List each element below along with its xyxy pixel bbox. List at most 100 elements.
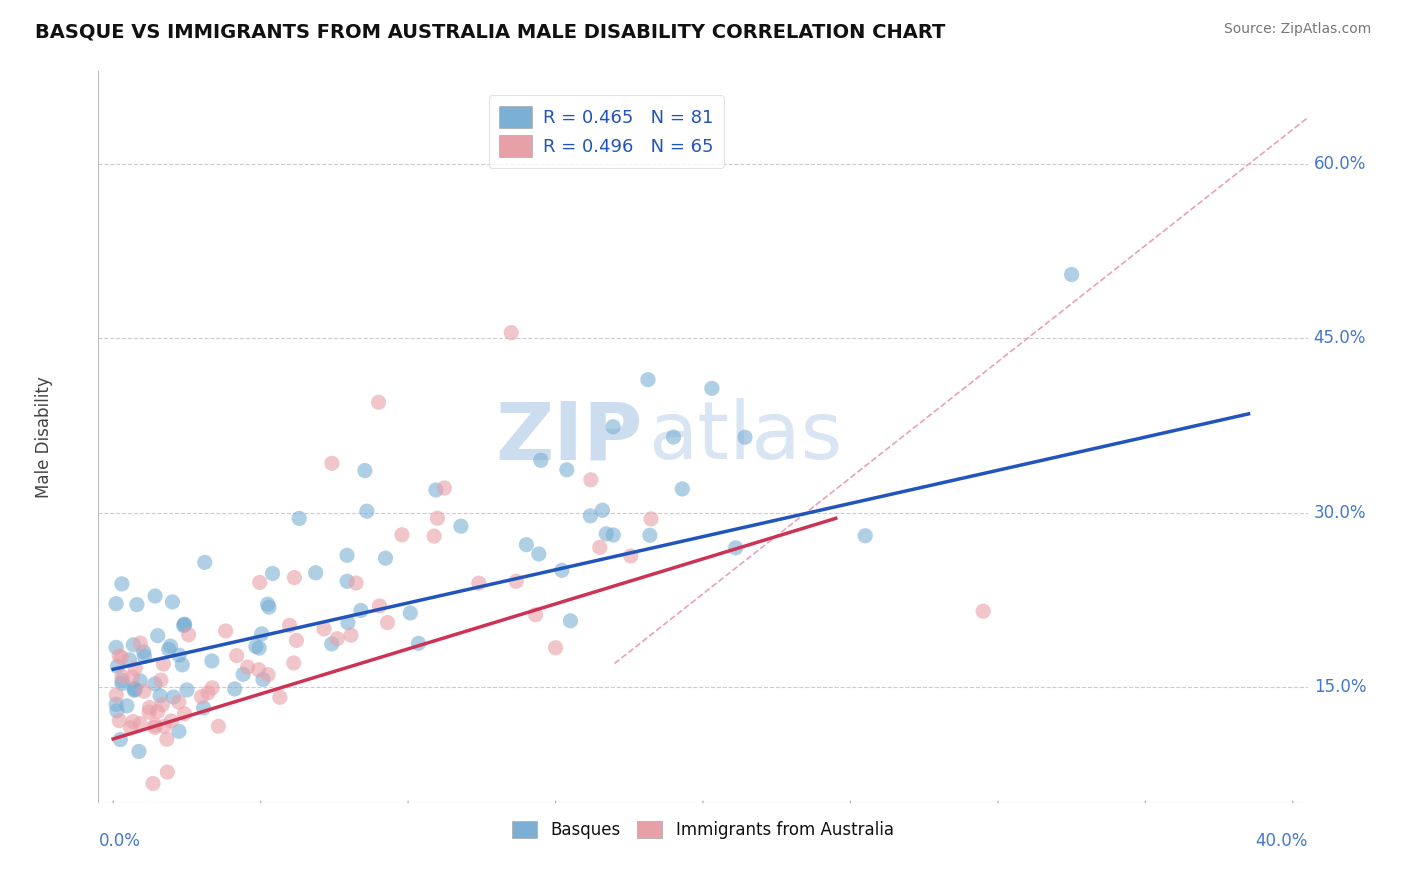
Text: Male Disability: Male Disability xyxy=(35,376,53,498)
Point xyxy=(143,718,166,732)
Point xyxy=(640,512,662,526)
Point xyxy=(374,551,396,566)
Point xyxy=(425,483,447,497)
Point xyxy=(283,656,305,670)
Point xyxy=(197,686,219,700)
Point xyxy=(269,690,291,705)
Point xyxy=(399,606,422,620)
Point xyxy=(560,614,582,628)
Point xyxy=(249,575,271,590)
Point xyxy=(225,648,247,663)
Text: 15.0%: 15.0% xyxy=(1313,678,1367,696)
Point xyxy=(156,732,179,747)
Point xyxy=(176,682,198,697)
Point xyxy=(637,373,659,387)
Point xyxy=(173,706,195,721)
Text: ZIP: ZIP xyxy=(495,398,643,476)
Point xyxy=(312,622,335,636)
Point xyxy=(367,395,389,409)
Point xyxy=(125,598,148,612)
Point xyxy=(214,624,236,638)
Point xyxy=(245,640,267,654)
Point xyxy=(262,566,284,581)
Point xyxy=(252,673,274,687)
Point xyxy=(142,776,165,790)
Point xyxy=(111,676,134,690)
Point xyxy=(122,683,145,698)
Text: 60.0%: 60.0% xyxy=(1313,155,1367,173)
Point xyxy=(159,639,181,653)
Point xyxy=(285,633,308,648)
Point xyxy=(129,673,152,688)
Point xyxy=(122,638,145,652)
Point xyxy=(524,607,547,622)
Point xyxy=(356,504,378,518)
Point xyxy=(120,721,142,735)
Point xyxy=(105,597,128,611)
Text: 30.0%: 30.0% xyxy=(1313,504,1367,522)
Point xyxy=(132,684,155,698)
Point xyxy=(193,701,215,715)
Point xyxy=(111,577,134,591)
Point xyxy=(515,538,537,552)
Point xyxy=(134,649,156,664)
Point xyxy=(336,574,359,589)
Point xyxy=(700,381,723,395)
Point xyxy=(602,419,624,434)
Point xyxy=(150,698,173,712)
Point xyxy=(149,673,172,687)
Point xyxy=(354,464,377,478)
Point xyxy=(122,714,145,729)
Point xyxy=(105,659,128,673)
Point xyxy=(734,430,756,444)
Point xyxy=(247,663,270,677)
Point xyxy=(152,657,174,671)
Point xyxy=(207,719,229,733)
Point xyxy=(143,677,166,691)
Point xyxy=(433,481,456,495)
Point xyxy=(224,681,246,696)
Point xyxy=(340,628,363,642)
Point xyxy=(162,595,184,609)
Point xyxy=(121,670,143,684)
Text: BASQUE VS IMMIGRANTS FROM AUSTRALIA MALE DISABILITY CORRELATION CHART: BASQUE VS IMMIGRANTS FROM AUSTRALIA MALE… xyxy=(35,22,945,41)
Point xyxy=(544,640,567,655)
Point xyxy=(423,529,446,543)
Point xyxy=(118,653,141,667)
Point xyxy=(256,597,278,611)
Point xyxy=(278,618,301,632)
Point xyxy=(602,528,624,542)
Point xyxy=(638,528,661,542)
Point xyxy=(972,604,994,618)
Point xyxy=(105,688,128,702)
Point xyxy=(153,719,176,733)
Point xyxy=(110,650,132,665)
Point xyxy=(527,547,550,561)
Text: 40.0%: 40.0% xyxy=(1256,832,1308,850)
Point xyxy=(157,642,180,657)
Point xyxy=(336,615,359,630)
Text: atlas: atlas xyxy=(648,398,844,476)
Point xyxy=(143,589,166,603)
Point xyxy=(579,473,602,487)
Point xyxy=(662,430,685,444)
Point xyxy=(336,549,359,563)
Point xyxy=(177,628,200,642)
Point xyxy=(105,698,128,712)
Point xyxy=(247,641,270,656)
Point xyxy=(146,705,169,719)
Point xyxy=(160,714,183,728)
Point xyxy=(156,765,179,780)
Point xyxy=(162,690,184,704)
Point xyxy=(501,326,523,340)
Point xyxy=(321,637,343,651)
Point xyxy=(172,657,194,672)
Point xyxy=(232,667,254,681)
Point xyxy=(146,629,169,643)
Point xyxy=(377,615,399,630)
Point xyxy=(250,627,273,641)
Point xyxy=(305,566,328,580)
Point xyxy=(724,541,747,555)
Point xyxy=(194,555,217,569)
Point xyxy=(505,574,527,589)
